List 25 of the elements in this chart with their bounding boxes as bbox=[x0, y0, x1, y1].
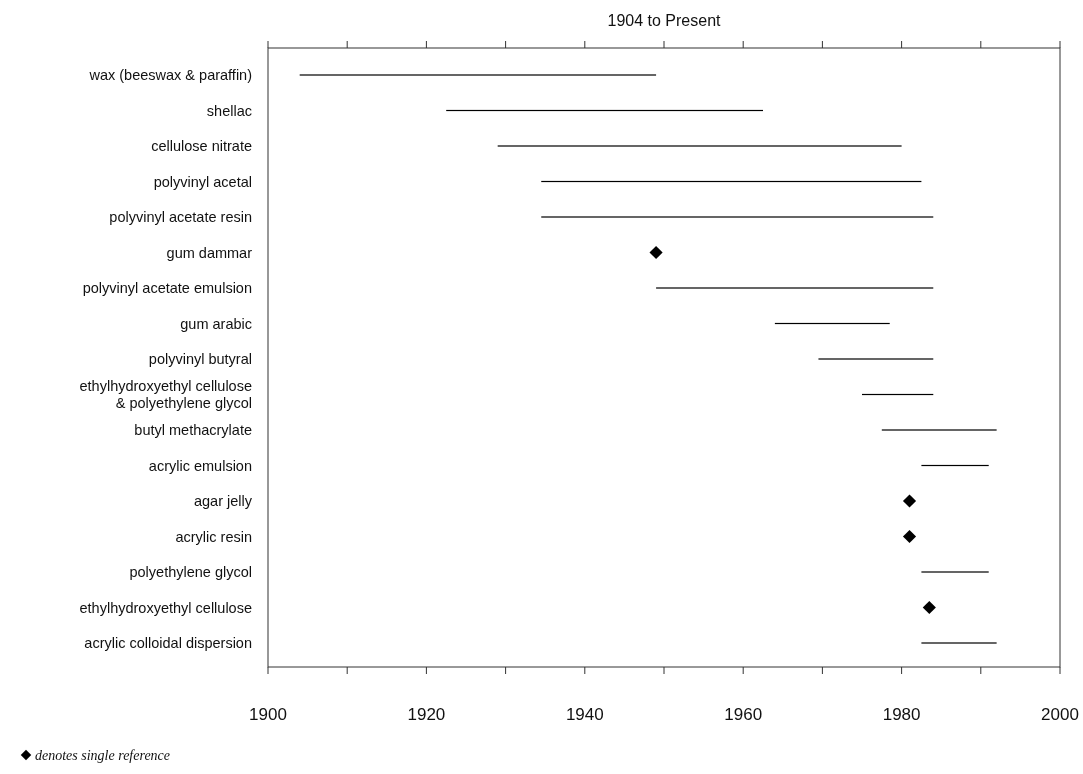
y-tick-label: cellulose nitrate bbox=[151, 138, 252, 154]
x-tick-label: 2000 bbox=[1041, 705, 1079, 724]
y-tick-label: polyvinyl acetate resin bbox=[109, 209, 252, 225]
y-tick-label: polyvinyl acetal bbox=[153, 173, 252, 190]
y-tick-label: agar jelly bbox=[193, 493, 253, 509]
legend-label: denotes single reference bbox=[35, 748, 171, 763]
x-tick-label: 1900 bbox=[249, 705, 287, 724]
x-tick-label: 1980 bbox=[882, 705, 921, 724]
y-tick-label: polyvinyl acetate emulsion bbox=[82, 280, 252, 296]
y-tick-label: wax (beeswax & paraffin) bbox=[88, 67, 252, 83]
y-tick-label: shellac bbox=[206, 102, 252, 119]
y-tick-label: acrylic colloidal dispersion bbox=[84, 635, 252, 651]
y-tick-label: ethylhydroxyethyl cellulose bbox=[79, 599, 252, 616]
y-tick-label: butyl methacrylate bbox=[134, 422, 252, 438]
y-tick-label: acrylic emulsion bbox=[148, 457, 252, 474]
x-tick-label: 1960 bbox=[724, 705, 763, 724]
x-tick-label: 1920 bbox=[407, 705, 446, 724]
y-tick-label: gum dammar bbox=[166, 244, 253, 261]
y-tick-label: ethylhydroxyethyl cellulose & polyethylene glycol bbox=[79, 378, 252, 411]
chart-title: 1904 to Present bbox=[607, 12, 722, 29]
y-tick-label: gum arabic bbox=[180, 315, 252, 332]
y-tick-label: polyvinyl butyral bbox=[148, 351, 252, 367]
y-tick-label: polyethylene glycol bbox=[129, 564, 252, 580]
x-tick-label: 1940 bbox=[565, 705, 604, 724]
y-tick-label: acrylic resin bbox=[175, 528, 252, 545]
